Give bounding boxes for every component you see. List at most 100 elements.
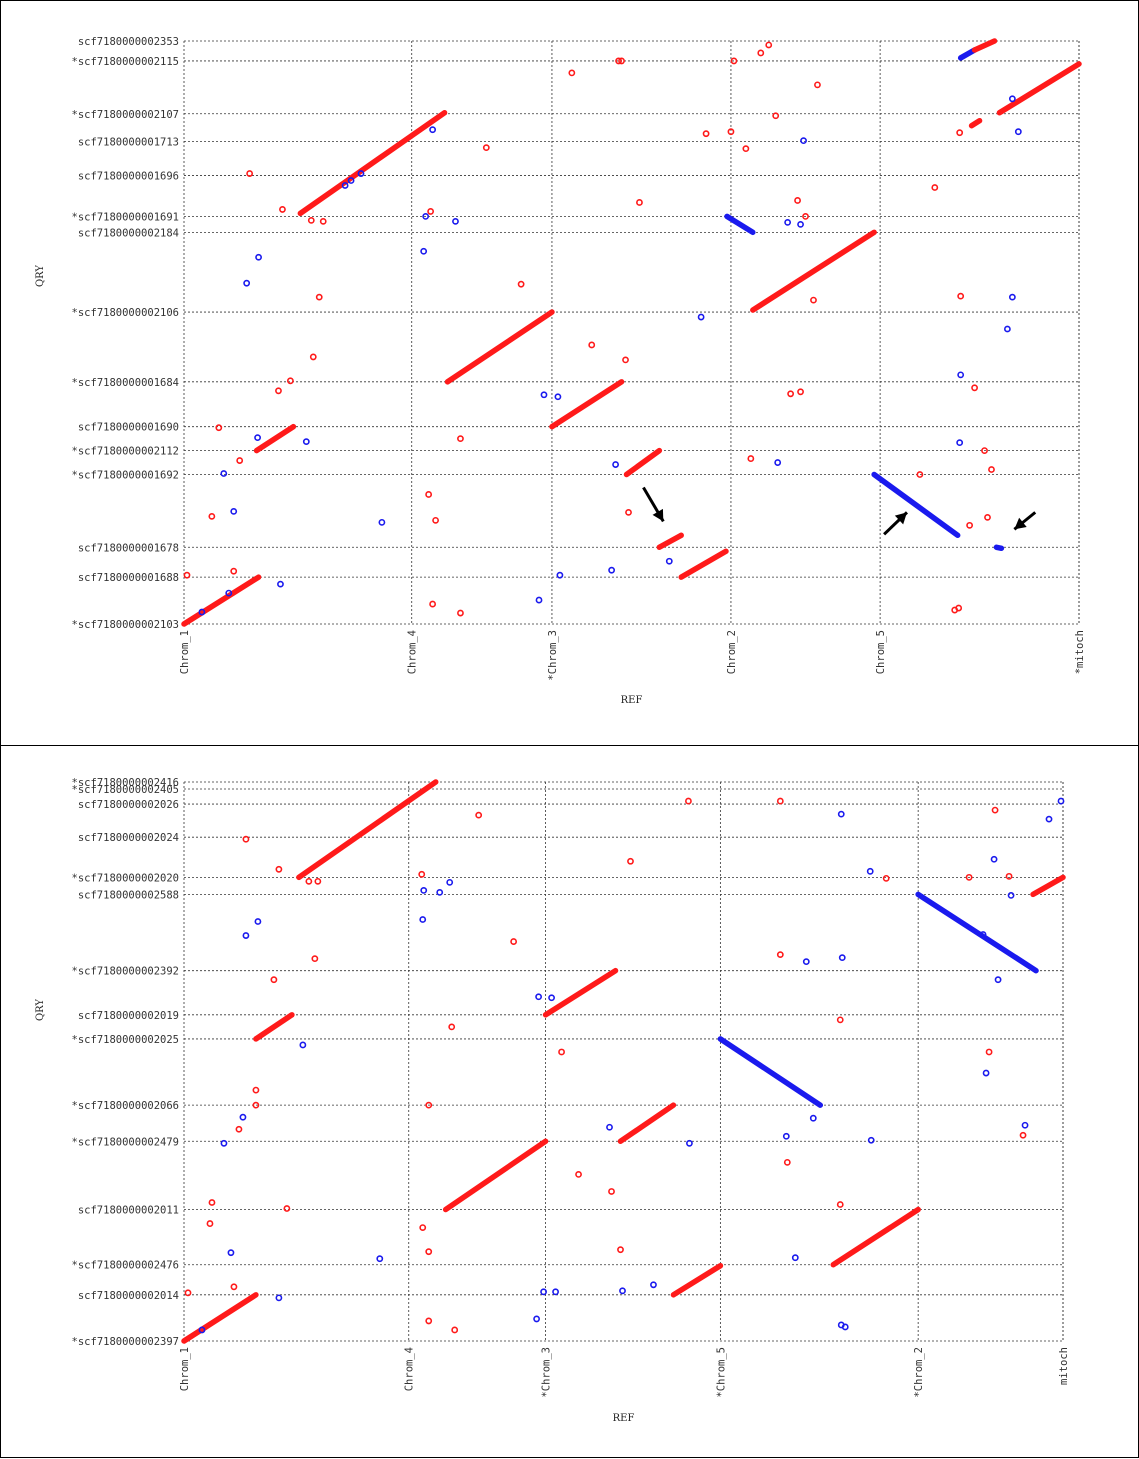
forward-alignment-point: [615, 57, 622, 65]
reverse-alignment-point: [239, 1113, 247, 1121]
reverse-alignment-point: [697, 313, 705, 321]
forward-alignment-point: [418, 870, 426, 878]
reverse-alignment-point: [1004, 325, 1011, 333]
forward-alignment-point: [966, 521, 974, 529]
x-axis-title: REF: [613, 1413, 635, 1424]
forward-alignment-segment: [253, 423, 297, 454]
forward-alignment-point: [451, 1326, 459, 1334]
forward-alignment-segment: [253, 1012, 295, 1042]
reverse-alignment-point: [556, 571, 564, 579]
forward-alignment-point: [432, 516, 439, 524]
forward-alignment-point: [419, 1224, 427, 1231]
forward-alignment-point: [319, 217, 327, 225]
reverse-alignment-point: [422, 212, 430, 220]
y-tick-label: *scf7180000001684: [72, 377, 179, 389]
forward-alignment-point: [457, 435, 464, 443]
reverse-alignment-segment: [717, 1036, 824, 1108]
y-tick-label: scf7180000002588: [78, 889, 179, 901]
y-tick-label: scf7180000002014: [78, 1290, 179, 1302]
arrow-head: [652, 508, 664, 522]
forward-alignment-point: [230, 567, 238, 575]
forward-alignment-point: [1019, 1131, 1027, 1139]
forward-alignment-point: [622, 356, 629, 364]
forward-alignment-point: [957, 292, 965, 300]
forward-alignment-point: [246, 170, 254, 177]
forward-alignment-point: [747, 455, 755, 462]
reverse-alignment-point: [1008, 293, 1016, 301]
forward-alignment-segment: [830, 1206, 921, 1268]
forward-alignment-point: [776, 951, 784, 959]
forward-alignment-point: [636, 199, 643, 206]
reverse-alignment-point: [243, 279, 251, 287]
forward-alignment-point: [242, 835, 250, 843]
x-tick-label: Chrom_1: [179, 1347, 191, 1391]
dotplot-panel-bottom: Chrom_1 Chrom_4 *Chrom_3 *Chrom_5 *Chrom_2 mi…: [0, 745, 1139, 1458]
y-tick-label: *scf7180000002476: [72, 1260, 179, 1272]
forward-alignment-point: [235, 1125, 243, 1133]
forward-alignment-point: [776, 797, 784, 805]
x-tick-label: mitoch: [1058, 1347, 1070, 1385]
forward-alignment-point: [618, 57, 625, 65]
forward-alignment-point: [608, 1188, 615, 1195]
reverse-alignment-point: [867, 1136, 875, 1144]
y-tick-label: *scf7180000002479: [72, 1136, 179, 1148]
arrow-head: [1014, 517, 1027, 530]
forward-alignment-segment: [670, 1262, 724, 1298]
reverse-alignment-point: [800, 137, 807, 145]
forward-alignment-point: [287, 377, 294, 385]
y-tick-label: scf7180000001696: [78, 171, 179, 183]
forward-alignment-segment: [623, 447, 663, 478]
reverse-alignment-point: [436, 888, 444, 896]
reverse-alignment-point: [1045, 815, 1053, 823]
y-tick-label: scf7180000002011: [78, 1205, 179, 1217]
forward-alignment-point: [448, 1023, 456, 1031]
reverse-alignment-point: [357, 170, 365, 177]
y-tick-label: scf7180000002184: [78, 227, 179, 239]
dotplot-bottom-svg: Chrom_1 Chrom_4 *Chrom_3 *Chrom_5 *Chrom_2 mi…: [35, 777, 1070, 1424]
forward-alignment-point: [956, 129, 964, 137]
forward-alignment-point: [457, 609, 464, 617]
reverse-alignment-point: [254, 434, 261, 442]
forward-alignment-point: [510, 938, 518, 945]
y-axis-title: QRY: [35, 265, 46, 287]
forward-alignment-point: [425, 1248, 433, 1256]
y-tick-label: *scf7180000002107: [72, 109, 179, 121]
reverse-alignment-point: [230, 507, 238, 515]
forward-alignment-point: [482, 144, 490, 152]
reverse-alignment-point: [220, 470, 228, 477]
y-tick-label: *scf7180000001692: [72, 470, 179, 482]
reverse-alignment-point: [419, 916, 427, 923]
y-tick-label: *scf7180000002103: [72, 619, 179, 631]
forward-alignment-point: [215, 424, 223, 432]
y-tick-label: *scf7180000002106: [72, 307, 179, 319]
y-tick-label: scf7180000001690: [78, 422, 179, 434]
reverse-alignment-point: [1008, 95, 1016, 103]
reverse-alignment-point: [341, 182, 349, 189]
annotation-arrow: [1013, 511, 1037, 531]
forward-alignment-point: [787, 390, 795, 398]
reverse-alignment-point: [866, 867, 874, 875]
forward-alignment-point: [981, 447, 988, 454]
forward-alignment-point: [475, 811, 483, 819]
forward-alignment-segment: [1030, 874, 1066, 898]
forward-alignment-point: [575, 1171, 582, 1178]
reverse-alignment-point: [1057, 797, 1065, 805]
reverse-alignment-point: [420, 886, 428, 894]
forward-alignment-point: [311, 955, 319, 963]
forward-alignment-point: [984, 513, 991, 521]
x-tick-label: Chrom_5: [875, 630, 887, 674]
reverse-alignment-point: [227, 1249, 235, 1257]
forward-alignment-point: [836, 1201, 844, 1208]
reverse-alignment-point: [1007, 892, 1015, 899]
forward-alignment-point: [772, 112, 780, 120]
reverse-alignment-point: [797, 220, 804, 228]
forward-alignment-point: [727, 128, 735, 136]
y-tick-label: *scf7180000002020: [72, 872, 179, 884]
x-tick-label: *mitoch: [1074, 630, 1086, 674]
forward-alignment-point: [208, 512, 216, 520]
forward-alignment-segment: [181, 1292, 259, 1344]
forward-alignment-point: [184, 1289, 192, 1297]
reverse-alignment-point: [841, 1323, 849, 1331]
reverse-alignment-point: [982, 1069, 990, 1077]
forward-alignment-segment: [296, 779, 439, 881]
